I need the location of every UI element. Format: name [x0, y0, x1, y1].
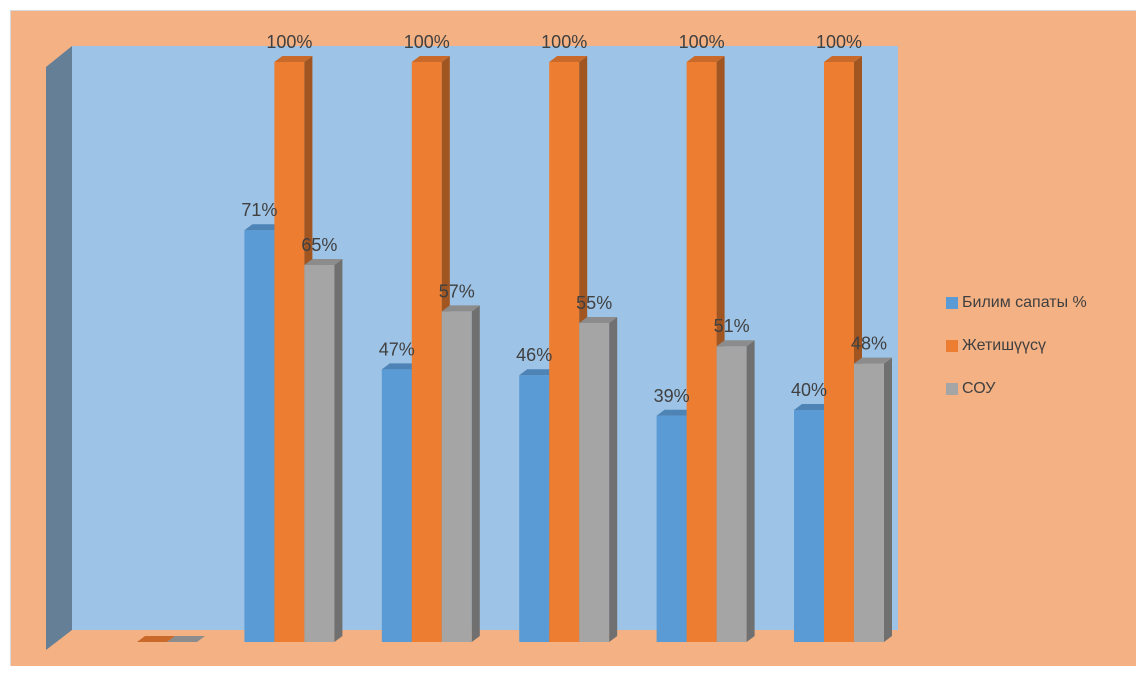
bar-4-series-2-front	[549, 62, 580, 642]
data-label: 100%	[266, 32, 312, 52]
bar-4-series-1-top	[519, 369, 558, 376]
bar-6-series-3-front	[854, 363, 884, 642]
legend-item: Билим сапаты %	[946, 292, 1087, 313]
legend-item: Жетишүүсү	[946, 335, 1087, 356]
bar-5-series-1-front	[656, 415, 687, 642]
bar-2-series-2-front	[274, 62, 305, 642]
bar-group	[137, 56, 892, 642]
data-label: 48%	[851, 334, 887, 354]
bar-2-series-3-side	[334, 259, 343, 642]
bar-6-series-1-top	[794, 404, 832, 410]
legend-label: СОУ	[962, 379, 996, 397]
data-label: 47%	[379, 339, 415, 359]
legend-swatch	[946, 296, 958, 309]
bar-6-series-3-side	[884, 357, 892, 642]
bar-5-series-2-front	[686, 62, 717, 642]
data-label: 100%	[816, 32, 862, 52]
bar-5-series-1-top	[656, 409, 695, 416]
plot-side-wall	[46, 46, 72, 650]
legend-label: Билим сапаты %	[962, 293, 1087, 311]
bar-6-series-2-front	[824, 62, 854, 642]
data-label: 65%	[301, 235, 337, 255]
legend-swatch	[946, 339, 958, 352]
data-label: 100%	[679, 32, 725, 52]
bar-2-series-2-top	[274, 56, 313, 62]
legend: Билим сапаты % Жетишүүсү СОУ	[946, 292, 1087, 421]
data-label: 100%	[541, 32, 587, 52]
data-label: 39%	[654, 386, 690, 406]
bar-2-series-1-front	[244, 230, 275, 642]
bar-4-series-3-top	[579, 317, 618, 323]
bar-6-series-1-front	[794, 410, 824, 642]
bar-3-series-3-front	[441, 311, 472, 642]
bar-3-series-1-front	[381, 369, 412, 642]
data-label: 100%	[404, 32, 450, 52]
bar-2-series-3-front	[304, 265, 335, 642]
bar-5-series-3-side	[746, 340, 755, 642]
bar-2-series-3-top	[304, 259, 343, 265]
bar-3-series-1-top	[381, 363, 420, 370]
bar-1-series-3-top	[167, 636, 205, 642]
bar-3-series-2-front	[411, 62, 442, 642]
data-label: 57%	[439, 281, 475, 301]
bar-4-series-1-front	[519, 375, 550, 642]
bar-4-series-3-side	[609, 317, 618, 642]
bar-3-series-3-top	[441, 305, 480, 312]
bar-5-series-3-top	[716, 340, 755, 347]
bar-3-series-3-side	[471, 305, 480, 642]
plot-back-wall	[72, 46, 898, 630]
legend-label: Жетишүүсү	[962, 336, 1047, 354]
bar-5-series-2-top	[686, 56, 725, 62]
legend-swatch	[946, 382, 958, 395]
bar-6-series-2-top	[824, 56, 862, 62]
bar-2-series-1-top	[244, 224, 283, 231]
data-label: 46%	[516, 345, 552, 365]
bar-4-series-2-top	[549, 56, 588, 62]
bar-4-series-3-front	[579, 323, 610, 642]
data-label: 71%	[241, 200, 277, 220]
bar-1-series-2-top	[137, 636, 175, 642]
data-label-group: 71% 100% 65% 47% 100% 57% 46% 100% 55% 39% 100% 51%…	[241, 32, 887, 406]
bar-3-series-2-top	[411, 56, 450, 62]
legend-item: СОУ	[946, 378, 1087, 399]
bar-6-series-3-top	[854, 357, 892, 364]
data-label: 51%	[714, 316, 750, 336]
data-label: 40%	[791, 380, 827, 400]
bar-5-series-3-front	[716, 346, 747, 642]
data-label: 55%	[576, 293, 612, 313]
